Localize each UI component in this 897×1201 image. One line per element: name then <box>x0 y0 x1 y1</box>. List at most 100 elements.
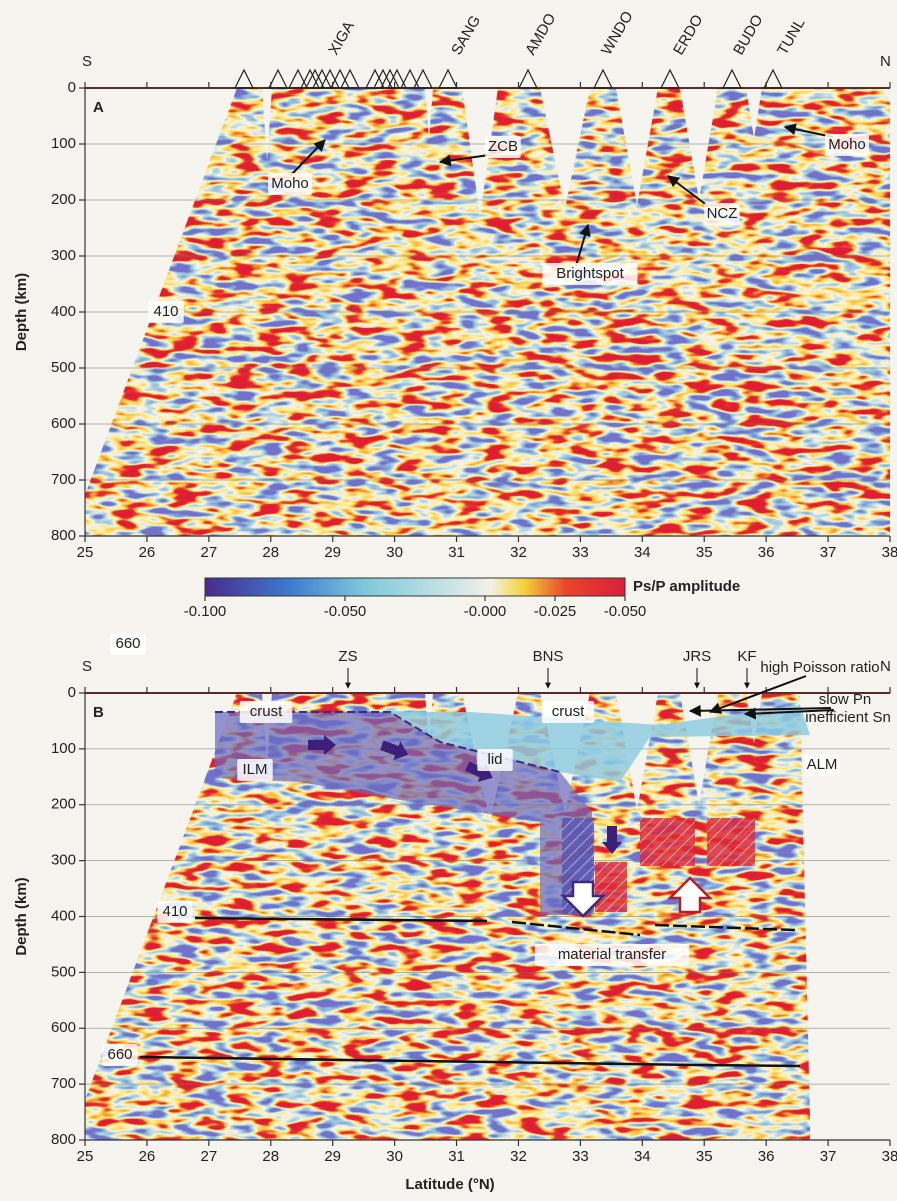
x-tick-label: 37 <box>820 544 837 561</box>
station-label: WNDO <box>598 8 636 58</box>
x-tick-label: 36 <box>758 1148 775 1165</box>
x-tick-label: 38 <box>882 544 897 561</box>
x-tick-label: 34 <box>634 1148 651 1165</box>
y-axis-label: Depth (km) <box>13 877 30 955</box>
annotation: Brightspot <box>556 265 624 282</box>
station-marker <box>289 70 307 88</box>
colorbar-tick-label: -0.050 <box>324 603 367 620</box>
x-tick-label: 32 <box>510 1148 527 1165</box>
y-tick-label: 700 <box>51 471 76 488</box>
end-label: N <box>880 53 891 70</box>
y-tick-label: 200 <box>51 191 76 208</box>
x-tick-label: 31 <box>448 544 465 561</box>
station-marker <box>341 70 359 88</box>
x-tick-label: 26 <box>139 1148 156 1165</box>
colorbar-tick-label: -0.025 <box>534 603 577 620</box>
annotation: ILM <box>242 761 267 778</box>
y-tick-label: 100 <box>51 740 76 757</box>
x-tick-label: 35 <box>696 544 713 561</box>
x-tick-label: 36 <box>758 544 775 561</box>
colorbar <box>205 578 625 596</box>
station-label: XIGA <box>325 18 358 58</box>
x-tick-label: 30 <box>386 1148 403 1165</box>
figure: 0100200300400500600700800252627282930313… <box>0 0 897 1201</box>
y-tick-label: 700 <box>51 1075 76 1092</box>
annotation: 660 <box>107 1046 132 1063</box>
annotation: Moho <box>828 136 866 153</box>
y-tick-label: 200 <box>51 796 76 813</box>
y-tick-label: 600 <box>51 415 76 432</box>
station-label: BUDO <box>730 12 766 58</box>
anomaly-block <box>595 862 627 912</box>
x-tick-label: 25 <box>77 544 94 561</box>
x-tick-label: 33 <box>572 1148 589 1165</box>
x-tick-label: 27 <box>201 544 218 561</box>
annotation: inefficient Sn <box>805 709 891 726</box>
x-tick-label: 30 <box>386 544 403 561</box>
station-label: ERDO <box>670 12 706 58</box>
station-marker <box>414 70 432 88</box>
y-tick-label: 500 <box>51 359 76 376</box>
y-tick-label: 300 <box>51 852 76 869</box>
y-axis-label: Depth (km) <box>13 273 30 351</box>
station-marker <box>401 70 419 88</box>
x-tick-label: 33 <box>572 544 589 561</box>
y-tick-label: 0 <box>68 684 76 701</box>
annotation: lid <box>487 751 502 768</box>
station-label: SANG <box>448 13 484 58</box>
y-tick-label: 300 <box>51 247 76 264</box>
annotation: crust <box>250 703 283 720</box>
boundary-label: ZS <box>338 648 357 665</box>
y-tick-label: 600 <box>51 1019 76 1036</box>
annotation: NCZ <box>707 205 738 222</box>
colorbar-tick-label: -0.100 <box>184 603 227 620</box>
x-tick-label: 31 <box>448 1148 465 1165</box>
anomaly-block <box>707 818 755 866</box>
annotation: 410 <box>162 903 187 920</box>
y-tick-label: 0 <box>68 79 76 96</box>
station-marker <box>235 70 253 88</box>
end-label: N <box>880 658 891 675</box>
x-tick-label: 26 <box>139 544 156 561</box>
station-marker <box>661 70 679 88</box>
boundary-label: JRS <box>683 648 711 665</box>
station-marker <box>723 70 741 88</box>
y-tick-label: 500 <box>51 963 76 980</box>
panel-label: B <box>93 704 104 721</box>
y-tick-label: 800 <box>51 1131 76 1148</box>
boundary-label: KF <box>737 648 756 665</box>
x-tick-label: 28 <box>262 1148 279 1165</box>
x-tick-label: 35 <box>696 1148 713 1165</box>
x-tick-label: 25 <box>77 1148 94 1165</box>
annotation: ZCB <box>488 138 518 155</box>
y-tick-label: 400 <box>51 303 76 320</box>
y-tick-label: 400 <box>51 907 76 924</box>
colorbar-tick-label: -0.050 <box>604 603 647 620</box>
x-tick-label: 38 <box>882 1148 897 1165</box>
annotation: crust <box>552 703 585 720</box>
station-label: AMDO <box>522 11 559 58</box>
station-label: TUNL <box>774 16 808 58</box>
station-marker <box>331 70 349 88</box>
x-tick-label: 32 <box>510 544 527 561</box>
x-tick-label: 27 <box>201 1148 218 1165</box>
annotation: material transfer <box>558 946 666 963</box>
station-marker <box>269 70 287 88</box>
end-label: S <box>82 53 92 70</box>
annotation: ALM <box>807 756 838 773</box>
y-tick-label: 100 <box>51 135 76 152</box>
x-tick-label: 29 <box>324 1148 341 1165</box>
y-tick-label: 800 <box>51 527 76 544</box>
anomaly-block <box>640 818 695 866</box>
annotation: 410 <box>153 303 178 320</box>
panel-label: A <box>93 99 104 116</box>
x-axis-label: Latitude (°N) <box>405 1176 494 1193</box>
station-marker <box>519 70 537 88</box>
annotation: 660 <box>115 635 140 652</box>
annotation: high Poisson ratio <box>760 659 879 676</box>
x-tick-label: 34 <box>634 544 651 561</box>
boundary-label: BNS <box>533 648 564 665</box>
colorbar-tick-label: -0.000 <box>464 603 507 620</box>
x-tick-label: 29 <box>324 544 341 561</box>
station-marker <box>439 70 457 88</box>
